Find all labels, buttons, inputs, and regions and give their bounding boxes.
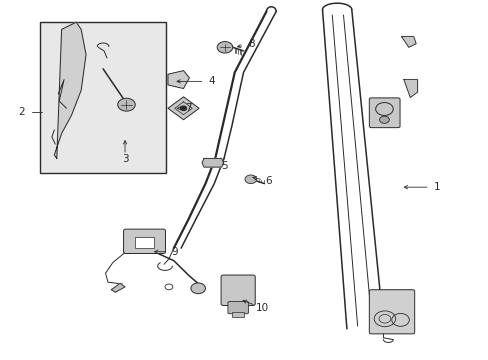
Bar bbox=[40, 22, 166, 173]
Circle shape bbox=[180, 106, 186, 111]
Polygon shape bbox=[167, 97, 199, 120]
FancyBboxPatch shape bbox=[227, 302, 248, 314]
Text: 3: 3 bbox=[122, 154, 128, 164]
Circle shape bbox=[379, 116, 388, 123]
FancyBboxPatch shape bbox=[221, 275, 255, 306]
Polygon shape bbox=[202, 158, 223, 167]
Circle shape bbox=[217, 41, 232, 53]
Text: 5: 5 bbox=[220, 161, 227, 171]
Polygon shape bbox=[111, 283, 125, 292]
Text: 10: 10 bbox=[255, 303, 268, 313]
Text: 9: 9 bbox=[171, 247, 177, 257]
Polygon shape bbox=[54, 22, 86, 158]
FancyBboxPatch shape bbox=[123, 229, 165, 253]
Text: 4: 4 bbox=[207, 76, 214, 86]
FancyBboxPatch shape bbox=[368, 290, 414, 334]
Polygon shape bbox=[401, 37, 415, 47]
Circle shape bbox=[118, 98, 135, 111]
Text: 6: 6 bbox=[265, 176, 272, 186]
Text: 2: 2 bbox=[18, 107, 24, 117]
Circle shape bbox=[190, 283, 205, 294]
Bar bbox=[232, 312, 244, 317]
Polygon shape bbox=[167, 71, 189, 89]
Text: 8: 8 bbox=[247, 40, 254, 49]
Text: 1: 1 bbox=[433, 182, 440, 192]
Circle shape bbox=[244, 175, 256, 184]
Bar bbox=[135, 237, 154, 248]
FancyBboxPatch shape bbox=[368, 98, 399, 128]
Text: 7: 7 bbox=[184, 103, 191, 113]
Polygon shape bbox=[403, 80, 417, 98]
